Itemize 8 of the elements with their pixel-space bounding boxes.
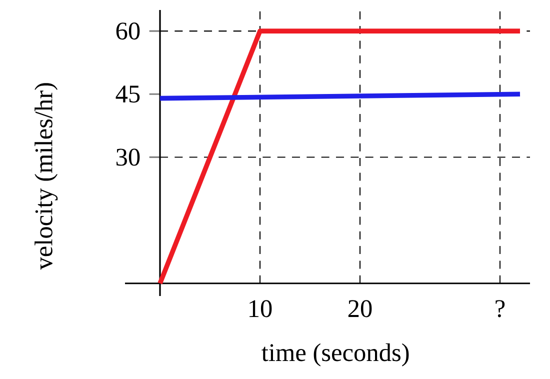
x-tick-label: 20 bbox=[348, 300, 372, 318]
y-tick-label: 60 bbox=[116, 22, 140, 40]
y-tick-label: 45 bbox=[116, 86, 140, 103]
x-tick-label: ? bbox=[496, 300, 505, 318]
x-axis-title: time (seconds) bbox=[262, 343, 409, 366]
y-tick-label: 30 bbox=[116, 148, 140, 166]
y-axis-title: velocity (miles/hr) bbox=[34, 83, 58, 270]
x-tick-label: 10 bbox=[250, 300, 272, 318]
